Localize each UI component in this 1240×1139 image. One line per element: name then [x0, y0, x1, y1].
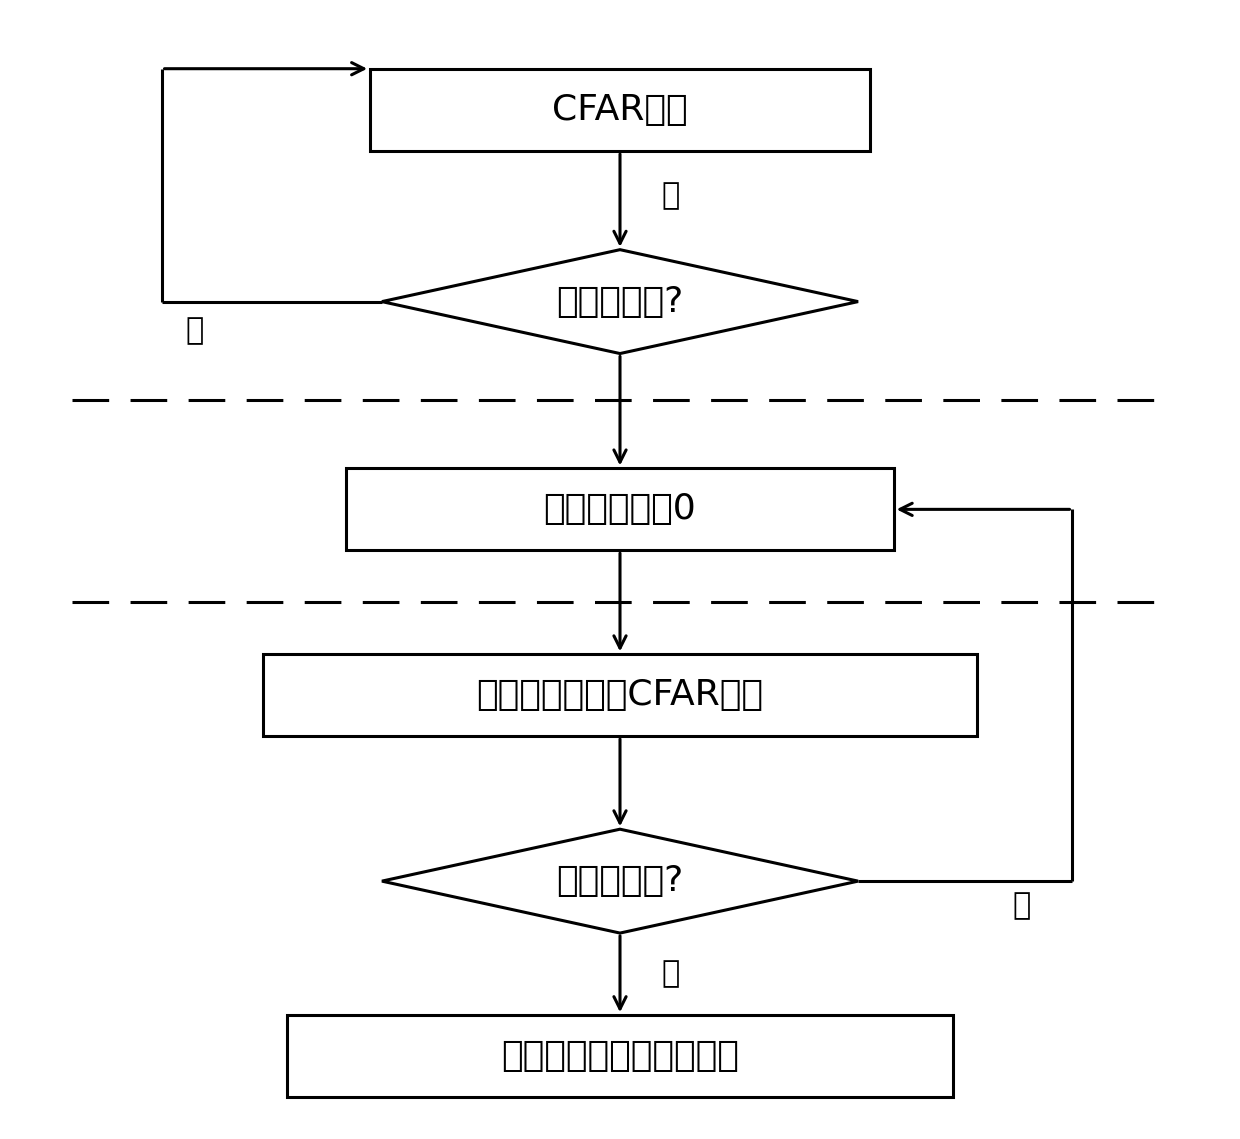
Text: CFAR检测: CFAR检测 [552, 93, 688, 128]
Polygon shape [382, 249, 858, 353]
Text: 检测到目标?: 检测到目标? [557, 865, 683, 899]
Bar [286, 1015, 954, 1097]
Text: 是: 是 [1013, 891, 1032, 919]
Text: 目标区域低门限CFAR检测: 目标区域低门限CFAR检测 [476, 678, 764, 712]
Bar [370, 69, 870, 151]
Polygon shape [382, 829, 858, 933]
Text: 否: 否 [662, 959, 680, 989]
Bar [346, 468, 894, 550]
Text: 输出前一次距离检测结果: 输出前一次距离检测结果 [501, 1039, 739, 1073]
Text: 否: 否 [186, 317, 203, 345]
Bar [263, 654, 977, 736]
Text: 检测到目标?: 检测到目标? [557, 285, 683, 319]
Text: 目标处幅度置0: 目标处幅度置0 [543, 492, 697, 526]
Text: 是: 是 [662, 181, 680, 210]
